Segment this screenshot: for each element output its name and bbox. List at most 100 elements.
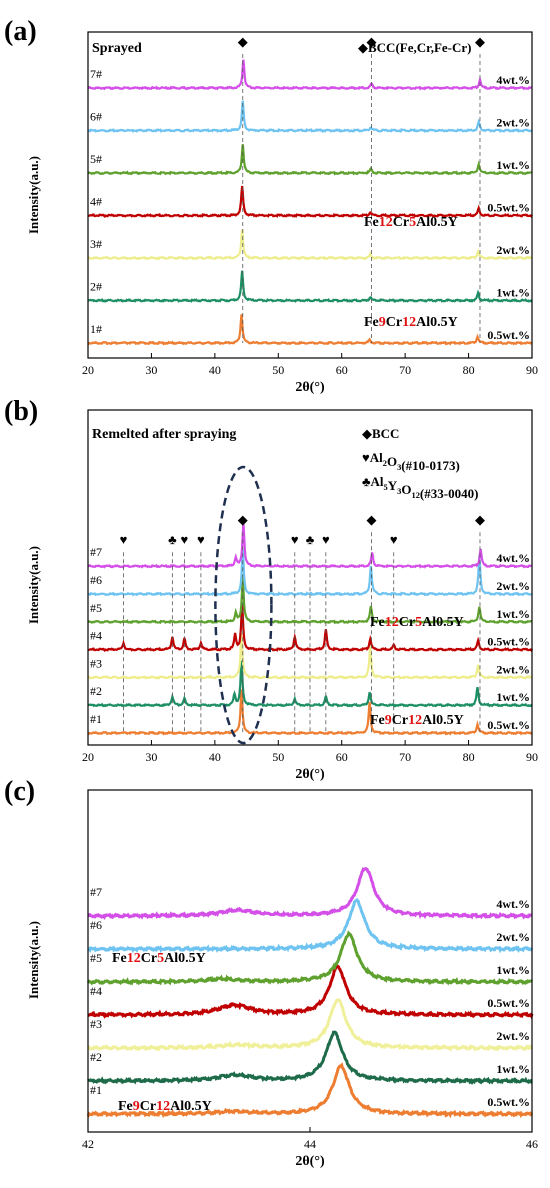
legend-entry-0-part-0: ◆BCC [362, 426, 399, 441]
x-axis-label: 2θ(°) [295, 380, 325, 395]
series-wt-7: 4wt.% [496, 551, 530, 565]
series-label-2: #2 [90, 1050, 102, 1064]
composition-label-0-part-4: Al0.5Y [416, 215, 458, 230]
composition-label-1-part-2: Cr [392, 713, 408, 728]
series-5-line [87, 577, 533, 625]
series-wt-4: 0.5wt.% [487, 635, 530, 649]
series-wt-6: 2wt.% [496, 930, 530, 944]
legend-entry-1: ♥Al2O3(#10-0173) [362, 450, 460, 473]
series-2-line [87, 660, 533, 708]
x-tick-label: 50 [272, 363, 284, 377]
panel-b: (b) #1 0.5wt.% #2 1wt.% #3 2wt.% #4 0.5wt.% #5 1wt… [4, 396, 538, 782]
composition-label-1-part-0: Fe [370, 713, 385, 728]
series-1-line [87, 689, 533, 736]
panel-label: (c) [4, 776, 35, 807]
composition-label-1-part-3: 12 [408, 713, 422, 728]
composition-label-1-part-3: 12 [402, 315, 416, 330]
series-7-line [87, 866, 533, 920]
x-tick-label: 80 [463, 363, 475, 377]
peak-marker: ♥ [197, 532, 205, 547]
series-wt-5: 1wt.% [496, 158, 530, 172]
composition-label-0: Fe12Cr5Al0.5Y [370, 615, 464, 630]
composition-label-1-part-4: Al0.5Y [422, 713, 464, 728]
x-tick-label: 30 [145, 363, 157, 377]
legend-entry-2-part-3: 3 [397, 486, 401, 496]
series-wt-2: 1wt.% [496, 1062, 530, 1076]
x-tick-label: 70 [399, 750, 411, 764]
peak-marker: ◆ [475, 34, 485, 49]
composition-label-0: Fe12Cr5Al0.5Y [364, 215, 458, 230]
composition-label-0-part-0: Fe [112, 951, 127, 966]
series-label-5: #5 [90, 601, 102, 615]
composition-label-0-part-3: 5 [409, 215, 416, 230]
x-tick-label: 60 [336, 363, 348, 377]
composition-label-1: Fe9Cr12Al0.5Y [118, 1099, 212, 1114]
composition-label-1: Fe9Cr12Al0.5Y [364, 315, 458, 330]
series-label-7: 7# [90, 67, 102, 81]
series-label-7: #7 [90, 545, 102, 559]
panel-title: Sprayed [92, 41, 142, 56]
composition-label-0-part-3: 5 [157, 951, 164, 966]
legend-entry-2: ♣Al5Y3O12(#33-0040) [362, 474, 478, 501]
composition-label-1-part-4: Al0.5Y [416, 315, 458, 330]
composition-label-0: Fe12Cr5Al0.5Y [112, 951, 206, 966]
x-tick-label: 42 [82, 1137, 94, 1151]
peak-marker: ♣ [168, 532, 177, 547]
panel-label: (b) [4, 396, 38, 427]
series-wt-3: 2wt.% [496, 1029, 530, 1043]
legend-entry-2-part-0: ♣Al [362, 474, 384, 489]
series-wt-2: 1wt.% [496, 286, 530, 300]
series-wt-5: 1wt.% [496, 607, 530, 621]
series-wt-1: 0.5wt.% [487, 1095, 530, 1109]
composition-label-0-part-1: 12 [385, 615, 399, 630]
highlight-ellipse [214, 465, 273, 745]
panel-title: Remelted after spraying [92, 427, 236, 442]
series-wt-4: 0.5wt.% [487, 201, 530, 215]
x-tick-label: 80 [463, 750, 475, 764]
series-label-6: #6 [90, 918, 102, 932]
composition-label-0-part-2: Cr [141, 951, 157, 966]
x-tick-label: 60 [336, 750, 348, 764]
peak-marker: ◆ [367, 34, 377, 49]
x-tick-label: 20 [82, 363, 94, 377]
series-4-line [87, 604, 534, 653]
series-label-4: #4 [90, 984, 102, 998]
composition-label-1-part-2: Cr [386, 315, 402, 330]
series-wt-1: 0.5wt.% [487, 328, 530, 342]
x-tick-label: 20 [82, 750, 94, 764]
peak-marker: ♥ [322, 532, 330, 547]
panel-label: (a) [4, 16, 37, 47]
composition-label-0-part-4: Al0.5Y [422, 615, 464, 630]
legend-entry-1-part-2: O [387, 454, 397, 469]
legend-entry-2-part-5: 12 [411, 490, 419, 500]
series-label-2: #2 [90, 684, 102, 698]
y-axis-label: Intensity(a.u.) [26, 156, 41, 234]
series-label-3: #3 [90, 656, 102, 670]
series-3-line [87, 229, 533, 261]
x-tick-label: 40 [209, 750, 221, 764]
composition-label-0-part-4: Al0.5Y [164, 951, 206, 966]
series-label-1: #1 [90, 712, 102, 726]
series-6-line [87, 549, 533, 597]
legend-entry-1-part-3: 3 [397, 462, 401, 472]
peak-marker: ◆ [367, 512, 377, 527]
composition-label-1-part-1: 9 [133, 1099, 140, 1114]
series-1-line [86, 1062, 534, 1119]
series-label-3: 3# [90, 237, 102, 251]
series-wt-1: 0.5wt.% [487, 718, 530, 732]
x-tick-label: 44 [304, 1137, 316, 1151]
series-7-line [87, 59, 533, 91]
series-3-line [87, 998, 533, 1052]
panel-c: (c) #1 0.5wt.% #2 1wt.% #3 2wt.% #4 0.5wt.% #5 1wt… [4, 776, 538, 1169]
x-tick-label: 70 [399, 363, 411, 377]
legend-entry: ◆BCC(Fe,Cr,Fe-Cr) [358, 40, 471, 55]
composition-label-1-part-2: Cr [140, 1099, 156, 1114]
series-wt-7: 4wt.% [496, 897, 530, 911]
series-2-line [87, 1030, 533, 1085]
series-wt-5: 1wt.% [496, 963, 530, 977]
composition-label-0-part-2: Cr [399, 615, 415, 630]
legend-entry-1-part-0: ♥Al [362, 450, 383, 465]
composition-label-0-part-3: 5 [415, 615, 422, 630]
series-5-line [87, 144, 533, 176]
series-label-4: 4# [90, 195, 102, 209]
